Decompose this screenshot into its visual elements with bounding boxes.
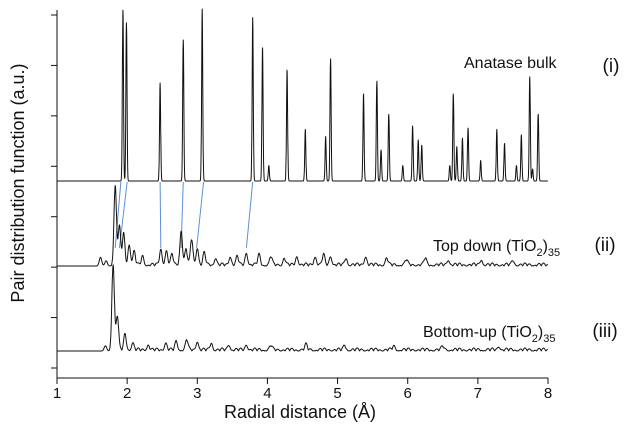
peak-guide-line	[245, 181, 254, 249]
chart-axes: 1 2 3 4 5 6 7 8	[51, 10, 552, 402]
x-tick-label: 2	[123, 385, 131, 402]
pdf-trace-1	[56, 8, 549, 182]
pdf-trace-3	[56, 264, 549, 352]
pdf-trace-2	[56, 185, 549, 267]
series-label-1: Anatase bulk	[464, 55, 558, 72]
pdf-traces	[56, 8, 549, 352]
series-label-3: Bottom-up (TiO2)35	[423, 324, 555, 345]
y-axis-title: Pair distribution function (a.u.)	[8, 63, 28, 302]
x-tick-label: 3	[193, 385, 201, 402]
series-tag-2: (ii)	[594, 235, 615, 256]
peak-guide-line	[159, 181, 162, 249]
series-tag-3: (iii)	[592, 321, 617, 342]
series-tag-1: (i)	[603, 56, 620, 77]
peak-guide-lines	[114, 181, 254, 249]
series-label-2: Top down (TiO2)35	[433, 238, 560, 259]
peak-guide-line	[196, 181, 205, 249]
x-tick-label: 7	[474, 385, 482, 402]
x-axis-title: Radial distance (Å)	[224, 402, 376, 422]
x-tick-label: 5	[333, 385, 341, 402]
series-labels: Anatase bulk (i) Top down (TiO2)35 (ii) Bott…	[423, 55, 619, 345]
x-tick-label: 1	[53, 385, 61, 402]
x-tick-label: 8	[544, 385, 552, 402]
x-tick-label: 4	[263, 385, 271, 402]
peak-guide-line	[114, 181, 122, 249]
x-tick-label: 6	[404, 385, 412, 402]
